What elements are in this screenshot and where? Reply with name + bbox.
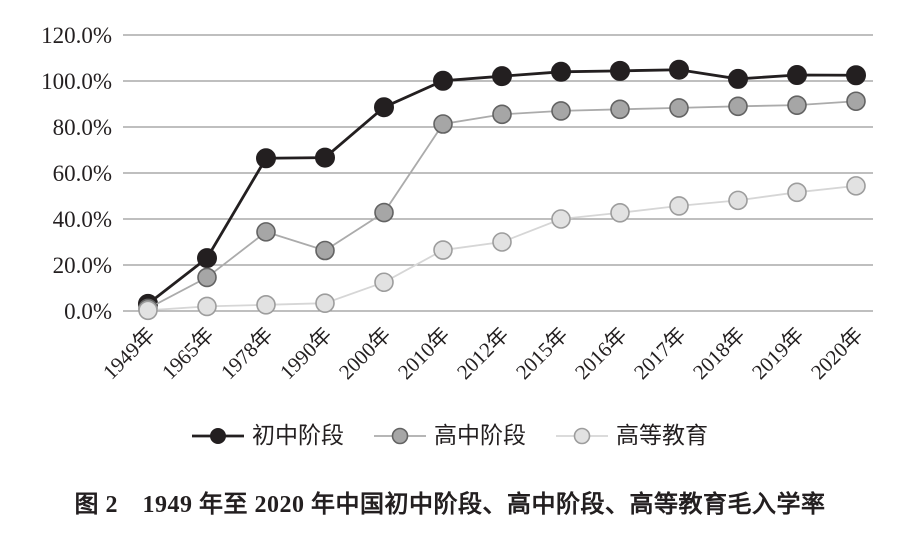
x-tick-label: 2000年	[334, 323, 396, 385]
x-tick-label: 2018年	[688, 323, 750, 385]
data-point-junior-secondary	[197, 248, 217, 269]
y-tick-label: 100.0%	[41, 69, 112, 94]
data-point-senior-secondary	[846, 91, 866, 112]
legend-item-higher-education: 高等教育	[556, 424, 708, 447]
data-point-junior-secondary	[374, 97, 394, 118]
data-point-junior-secondary	[728, 68, 748, 89]
data-point-junior-secondary	[256, 148, 276, 169]
legend-label-senior-secondary: 高中阶段	[434, 423, 526, 448]
y-tick-label: 40.0%	[53, 207, 112, 232]
data-point-higher-education	[433, 240, 453, 260]
legend-item-senior-secondary: 高中阶段	[374, 424, 526, 447]
data-point-junior-secondary	[492, 66, 512, 87]
data-point-higher-education	[669, 196, 689, 216]
x-tick-label: 1978年	[216, 323, 278, 385]
data-point-higher-education	[551, 209, 571, 229]
data-point-senior-secondary	[374, 202, 394, 223]
y-tick-label: 60.0%	[53, 161, 112, 186]
data-point-senior-secondary	[433, 114, 453, 134]
data-point-senior-secondary	[610, 99, 630, 120]
chart-legend: 初中阶段 高中阶段 高等教育	[0, 424, 900, 447]
data-point-senior-secondary	[551, 101, 571, 121]
data-point-junior-secondary	[669, 59, 689, 80]
y-tick-label: 0.0%	[64, 299, 112, 324]
data-point-junior-secondary	[610, 60, 630, 81]
data-point-higher-education	[138, 300, 158, 321]
legend-marker-higher-education	[556, 427, 608, 444]
data-point-higher-education	[197, 296, 217, 317]
data-point-higher-education	[492, 232, 512, 252]
figure-caption: 图 2 1949 年至 2020 年中国初中阶段、高中阶段、高等教育毛入学率	[74, 492, 826, 518]
data-point-senior-secondary	[315, 240, 335, 261]
x-tick-label: 1990年	[275, 323, 337, 385]
x-tick-label: 2010年	[393, 323, 455, 385]
data-point-senior-secondary	[256, 222, 276, 242]
y-tick-label: 80.0%	[53, 115, 112, 140]
x-tick-label: 2012年	[452, 323, 514, 385]
data-point-higher-education	[846, 176, 866, 196]
x-tick-label: 2019年	[747, 323, 809, 385]
data-point-senior-secondary	[197, 267, 217, 288]
data-point-higher-education	[256, 294, 276, 315]
data-point-junior-secondary	[787, 65, 807, 86]
line-chart-canvas: 0.0% 20.0% 40.0% 60.0% 80.0% 100.0% 120.0% 1949…	[41, 23, 873, 385]
data-point-junior-secondary	[433, 70, 453, 91]
legend-marker-junior-secondary	[192, 427, 244, 444]
legend-label-higher-education: 高等教育	[616, 423, 708, 448]
data-point-higher-education	[374, 272, 394, 293]
data-point-senior-secondary	[669, 98, 689, 118]
data-point-senior-secondary	[787, 95, 807, 115]
legend-item-junior-secondary: 初中阶段	[192, 424, 344, 447]
legend-marker-senior-secondary	[374, 427, 426, 444]
data-point-junior-secondary	[551, 61, 571, 82]
data-point-higher-education	[787, 182, 807, 203]
x-tick-label: 1965年	[157, 323, 219, 385]
y-tick-label: 20.0%	[53, 253, 112, 278]
data-point-higher-education	[610, 202, 630, 223]
y-tick-label: 120.0%	[41, 23, 112, 48]
data-point-senior-secondary	[492, 104, 512, 125]
legend-label-junior-secondary: 初中阶段	[252, 423, 344, 448]
series-line-senior-secondary	[147, 100, 857, 310]
data-point-junior-secondary	[315, 147, 335, 168]
data-point-higher-education	[315, 293, 335, 313]
x-tick-label: 2020年	[806, 323, 868, 385]
x-tick-label: 2015年	[511, 323, 573, 385]
data-point-senior-secondary	[728, 96, 748, 117]
x-tick-label: 2016年	[570, 323, 632, 385]
x-tick-label: 1949年	[98, 323, 160, 385]
data-point-higher-education	[728, 190, 748, 211]
x-tick-label: 2017年	[629, 323, 691, 385]
data-point-junior-secondary	[846, 65, 866, 86]
